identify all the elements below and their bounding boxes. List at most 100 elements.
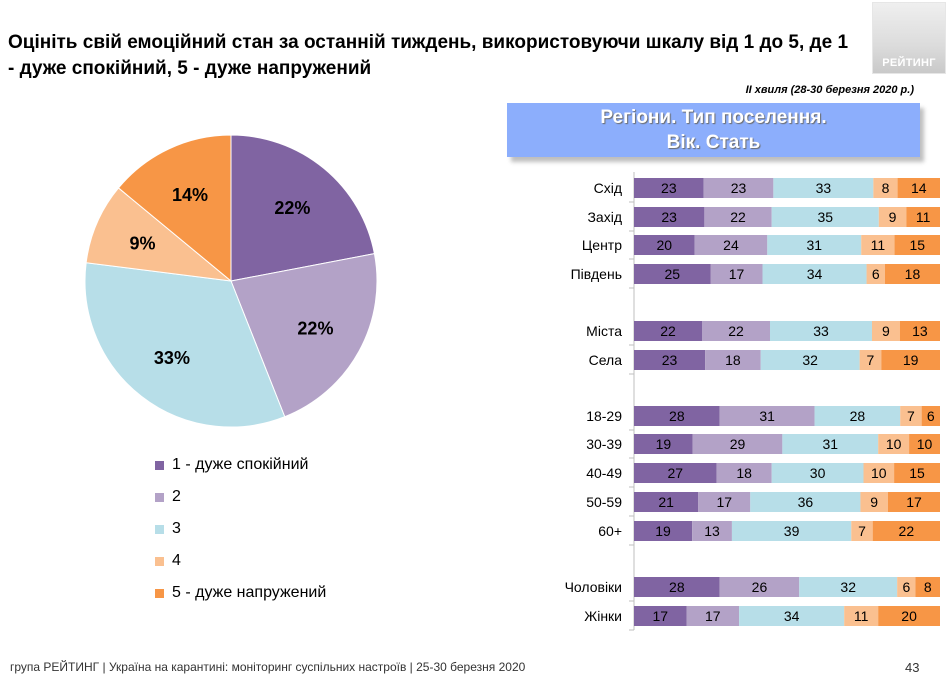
bar-data-label: 9 — [889, 209, 897, 225]
legend-label: 2 — [172, 488, 181, 505]
bar-data-label: 10 — [917, 436, 933, 452]
bar-data-label: 13 — [704, 523, 720, 539]
bar-segment — [686, 606, 740, 626]
wave-label: ІІ хвиля (28-30 березня 2020 р.) — [745, 84, 914, 96]
banner-line-1: Регіони. Тип поселення. — [600, 107, 827, 128]
bar-data-label: 21 — [658, 494, 674, 510]
bar-segment — [782, 434, 879, 454]
legend-swatch — [155, 460, 164, 470]
chart-legend: 1 - дуже спокійний 2 3 4 5 - дуже напруж… — [155, 449, 326, 609]
bar-segment — [873, 178, 898, 198]
bar-data-label: 20 — [901, 608, 917, 624]
bar-segment — [909, 434, 940, 454]
bar-segment — [634, 434, 693, 454]
bar-data-label: 32 — [840, 579, 856, 595]
bar-data-label: 11 — [871, 237, 886, 253]
bar-segment — [692, 521, 732, 541]
category-label: Жінки — [584, 608, 622, 624]
bar-segment — [760, 350, 860, 370]
legend-label: 5 - дуже напружений — [172, 584, 327, 601]
category-label: 40-49 — [586, 465, 622, 481]
bar-data-label: 15 — [909, 465, 925, 481]
bar-segment — [634, 406, 720, 426]
bar-data-label: 18 — [905, 266, 921, 282]
section-banner: Регіони. Тип поселення. Вік. Стать — [507, 103, 920, 157]
bar-data-label: 13 — [912, 323, 928, 339]
bar-data-label: 8 — [924, 579, 932, 595]
bar-segment — [719, 577, 800, 597]
bar-segment — [899, 321, 940, 341]
bar-segment — [872, 321, 900, 341]
legend-swatch — [155, 492, 164, 502]
legend-item: 2 — [155, 481, 326, 513]
legend-item: 5 - дуже напружений — [155, 577, 326, 609]
bar-segment — [634, 350, 706, 370]
bar-segment — [634, 577, 720, 597]
bar-data-label: 15 — [909, 237, 925, 253]
bar-data-label: 9 — [870, 494, 878, 510]
bar-segment — [900, 406, 922, 426]
bar-segment — [634, 492, 699, 512]
bar-data-label: 33 — [816, 180, 832, 196]
bar-segment — [731, 521, 852, 541]
bar-data-label: 22 — [899, 523, 915, 539]
bar-data-label: 11 — [854, 608, 869, 624]
bar-segment — [771, 207, 879, 227]
bar-data-label: 23 — [662, 352, 678, 368]
bar-data-label: 19 — [903, 352, 919, 368]
bar-data-label: 23 — [661, 209, 677, 225]
bar-segment — [844, 606, 879, 626]
category-label: Схід — [594, 180, 622, 196]
pie-data-label: 22% — [297, 318, 333, 338]
bar-segment — [710, 264, 763, 284]
bar-segment — [719, 406, 815, 426]
category-label: Села — [589, 352, 623, 368]
bar-data-label: 6 — [872, 266, 880, 282]
bar-data-label: 10 — [871, 465, 887, 481]
category-label: Чоловіки — [565, 579, 622, 595]
bar-segment — [634, 606, 687, 626]
bar-segment — [698, 492, 751, 512]
page-number: 43 — [905, 660, 920, 675]
bar-data-label: 35 — [817, 209, 833, 225]
bar-data-label: 18 — [736, 465, 752, 481]
bar-segment — [906, 207, 940, 227]
bar-segment — [634, 264, 711, 284]
bar-data-label: 28 — [669, 579, 685, 595]
bar-segment — [703, 178, 774, 198]
bar-segment — [634, 521, 693, 541]
bar-segment — [878, 606, 940, 626]
bar-data-label: 22 — [728, 323, 744, 339]
bar-segment — [894, 463, 940, 483]
bar-data-label: 22 — [660, 323, 676, 339]
bar-data-label: 17 — [652, 608, 668, 624]
legend-swatch — [155, 556, 164, 566]
bar-data-label: 17 — [729, 266, 745, 282]
bar-data-label: 14 — [911, 180, 927, 196]
bar-data-label: 33 — [813, 323, 829, 339]
bar-data-label: 10 — [886, 436, 902, 452]
bar-segment — [814, 406, 901, 426]
bar-data-label: 28 — [669, 408, 685, 424]
bar-data-label: 23 — [731, 180, 747, 196]
bar-data-label: 34 — [807, 266, 823, 282]
bar-segment — [694, 235, 768, 255]
legend-swatch — [155, 588, 164, 598]
bar-segment — [881, 350, 940, 370]
bar-data-label: 7 — [907, 408, 915, 424]
bar-segment — [866, 264, 885, 284]
legend-label: 4 — [172, 552, 181, 569]
bar-segment — [863, 463, 895, 483]
bar-data-label: 28 — [850, 408, 866, 424]
bar-data-label: 22 — [730, 209, 746, 225]
bar-data-label: 6 — [927, 408, 935, 424]
bar-segment — [634, 321, 702, 341]
pie-data-label: 22% — [274, 198, 310, 218]
bar-data-label: 9 — [882, 323, 890, 339]
bar-data-label: 7 — [867, 352, 875, 368]
bar-data-label: 26 — [752, 579, 768, 595]
bar-data-label: 18 — [725, 352, 741, 368]
pie-data-label: 9% — [130, 234, 156, 254]
bar-segment — [799, 577, 898, 597]
bar-segment — [859, 350, 882, 370]
